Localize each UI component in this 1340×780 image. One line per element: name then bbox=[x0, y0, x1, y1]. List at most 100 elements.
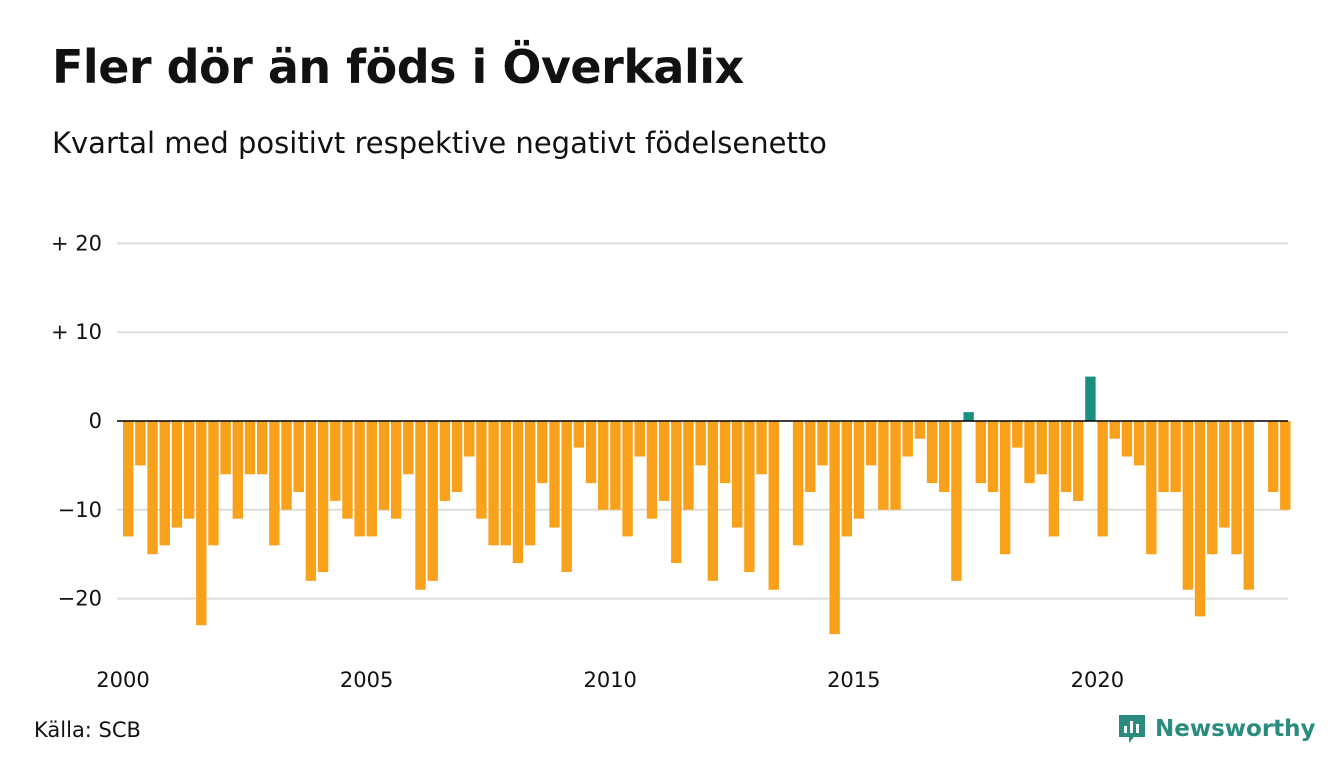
bar bbox=[1146, 421, 1157, 555]
bar bbox=[926, 421, 938, 484]
bar bbox=[719, 421, 731, 484]
bar bbox=[768, 421, 779, 590]
bar bbox=[1121, 421, 1133, 457]
bar bbox=[707, 421, 719, 581]
bar bbox=[951, 421, 962, 581]
bar bbox=[853, 421, 865, 519]
bar bbox=[634, 421, 645, 457]
x-tick-label: 2000 bbox=[96, 668, 149, 692]
gridlines bbox=[117, 242, 1288, 600]
bar bbox=[403, 421, 414, 475]
brand-logo: Newsworthy bbox=[1117, 713, 1316, 745]
bar bbox=[220, 421, 231, 475]
bar bbox=[902, 421, 913, 457]
bar bbox=[500, 421, 511, 546]
bar bbox=[1024, 421, 1035, 484]
bar bbox=[1036, 421, 1047, 475]
y-tick-label: + 10 bbox=[51, 320, 102, 344]
bar bbox=[914, 421, 926, 439]
bar bbox=[841, 421, 853, 537]
y-axis-labels: + 20 + 10 0 −10 −20 bbox=[51, 231, 102, 610]
bar bbox=[646, 421, 658, 519]
brand-name: Newsworthy bbox=[1155, 716, 1316, 742]
bar bbox=[330, 421, 341, 501]
x-tick-label: 2015 bbox=[827, 668, 880, 692]
bar bbox=[732, 421, 743, 528]
bar bbox=[1219, 421, 1230, 528]
bar bbox=[695, 421, 706, 466]
bar bbox=[756, 421, 767, 475]
bar bbox=[171, 421, 183, 528]
bar-chart-speech-bubble-icon bbox=[1119, 715, 1145, 743]
bar bbox=[890, 421, 901, 510]
bar bbox=[622, 421, 633, 537]
y-tick-label: 0 bbox=[89, 409, 102, 433]
bar bbox=[293, 421, 304, 493]
bar bbox=[939, 421, 950, 493]
bar bbox=[305, 421, 317, 581]
bar bbox=[792, 421, 804, 546]
bar bbox=[1267, 421, 1279, 493]
bar bbox=[1133, 421, 1145, 466]
bar bbox=[439, 421, 451, 501]
bar bbox=[671, 421, 682, 564]
bar bbox=[1158, 421, 1169, 493]
bar bbox=[342, 421, 353, 519]
bar bbox=[598, 421, 609, 510]
bar bbox=[196, 421, 207, 626]
bar bbox=[658, 421, 670, 501]
bar bbox=[244, 421, 256, 475]
bar bbox=[488, 421, 499, 546]
x-tick-label: 2020 bbox=[1071, 668, 1124, 692]
bar bbox=[744, 421, 755, 572]
bar bbox=[1048, 421, 1060, 537]
bar bbox=[281, 421, 292, 510]
bar bbox=[1231, 421, 1242, 555]
bar bbox=[1280, 421, 1291, 510]
bar bbox=[1170, 421, 1181, 493]
x-tick-label: 2010 bbox=[583, 668, 636, 692]
bar bbox=[232, 421, 244, 519]
bar bbox=[1073, 421, 1084, 501]
bar bbox=[366, 421, 377, 537]
bar bbox=[427, 421, 438, 581]
bar bbox=[476, 421, 487, 519]
bar bbox=[1243, 421, 1254, 590]
bar bbox=[1097, 421, 1108, 537]
bars bbox=[123, 376, 1291, 635]
bar bbox=[147, 421, 158, 555]
bar bbox=[354, 421, 365, 537]
bar bbox=[1207, 421, 1218, 555]
bar bbox=[378, 421, 390, 510]
source-note: Källa: SCB bbox=[34, 718, 141, 742]
chart-subtitle: Kvartal med positivt respektive negativt… bbox=[52, 126, 827, 160]
bar bbox=[415, 421, 426, 590]
bar bbox=[317, 421, 329, 572]
bar bbox=[464, 421, 475, 457]
bar bbox=[1194, 421, 1206, 617]
bar bbox=[269, 421, 280, 546]
bar bbox=[1085, 376, 1096, 421]
bar bbox=[987, 421, 999, 493]
bar bbox=[865, 421, 877, 466]
y-tick-label: + 20 bbox=[51, 231, 102, 255]
bar bbox=[561, 421, 572, 572]
bar bbox=[805, 421, 816, 493]
bar bbox=[999, 421, 1011, 555]
bar bbox=[451, 421, 463, 493]
bar bbox=[878, 421, 889, 510]
bar bbox=[183, 421, 195, 519]
y-tick-label: −10 bbox=[58, 498, 102, 522]
bar bbox=[829, 421, 840, 635]
bar bbox=[549, 421, 560, 528]
bar bbox=[390, 421, 402, 519]
bar bbox=[1060, 421, 1072, 493]
bar bbox=[159, 421, 170, 546]
bar bbox=[975, 421, 986, 484]
bar bbox=[524, 421, 536, 546]
bar bbox=[683, 421, 694, 510]
bar bbox=[610, 421, 621, 510]
x-axis-labels: 2000 2005 2010 2015 2020 bbox=[96, 668, 1124, 692]
bar bbox=[123, 421, 134, 537]
